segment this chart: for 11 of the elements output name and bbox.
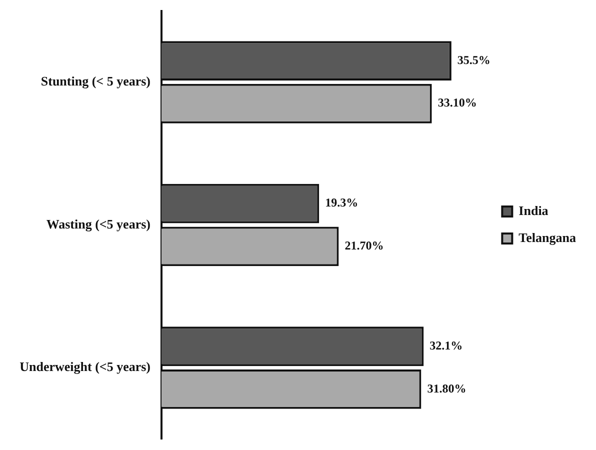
data-label: 32.1% <box>430 338 463 352</box>
data-label: 21.70% <box>344 238 384 253</box>
legend-label: Telangana <box>518 230 576 245</box>
y-tick-label: Stunting (< 5 years) <box>40 74 150 89</box>
data-label: 35.5% <box>457 52 490 67</box>
data-label: 33.10% <box>438 96 477 110</box>
data-label: 19.3% <box>325 196 358 210</box>
y-tick-label: Underweight (<5 years) <box>20 359 150 374</box>
legend-label: India <box>518 202 549 218</box>
data-label: 31.80% <box>427 381 466 396</box>
y-tick-label: Wasting (<5 years) <box>46 216 150 232</box>
